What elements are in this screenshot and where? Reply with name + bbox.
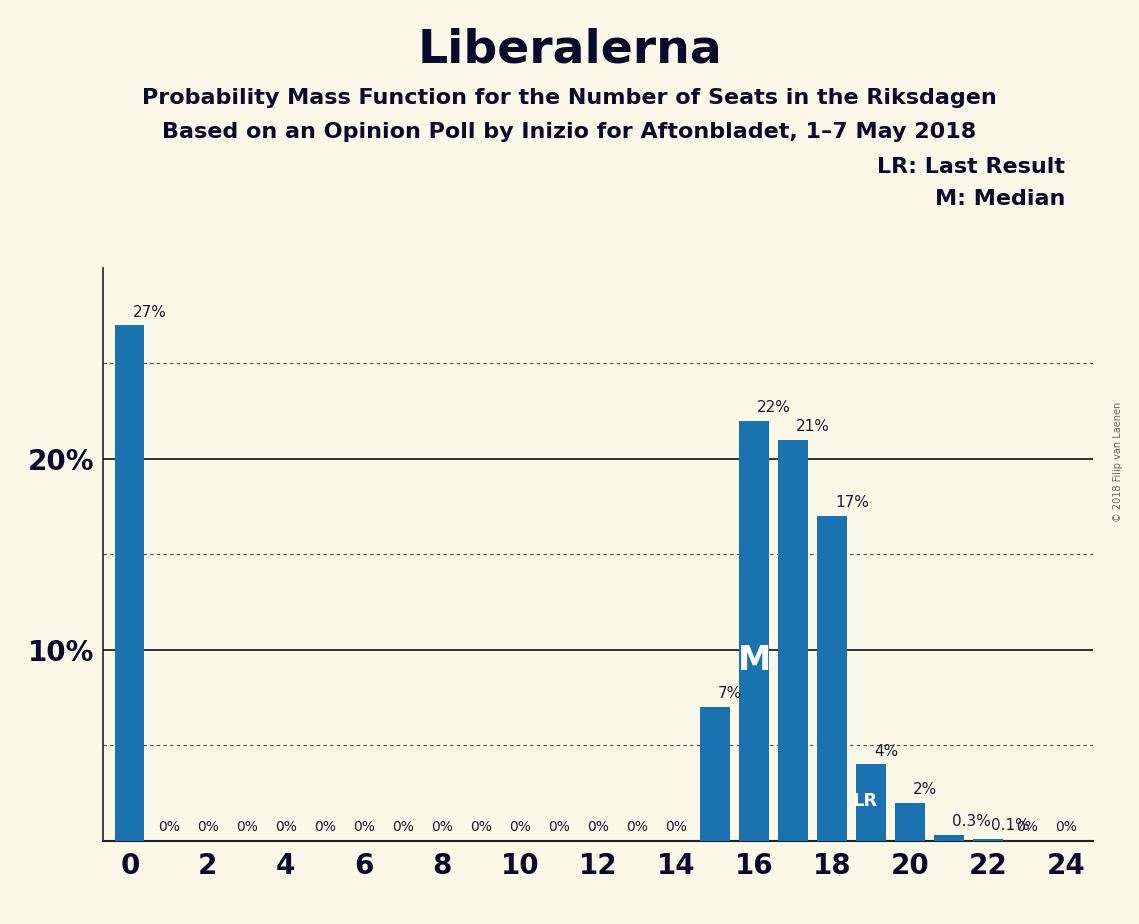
Text: 0%: 0% <box>509 821 531 834</box>
Bar <box>974 839 1002 841</box>
Text: 22%: 22% <box>757 400 790 415</box>
Text: Liberalerna: Liberalerna <box>417 28 722 73</box>
Text: Based on an Opinion Poll by Inizio for Aftonbladet, 1–7 May 2018: Based on an Opinion Poll by Inizio for A… <box>163 122 976 142</box>
Text: 27%: 27% <box>133 305 166 320</box>
Bar <box>857 764 886 841</box>
Text: 0.3%: 0.3% <box>952 814 991 830</box>
Text: 0%: 0% <box>431 821 453 834</box>
Text: 0%: 0% <box>314 821 336 834</box>
Text: 0%: 0% <box>392 821 413 834</box>
Text: M: M <box>737 644 771 676</box>
Text: 0%: 0% <box>236 821 257 834</box>
Text: 0%: 0% <box>158 821 180 834</box>
Text: LR: LR <box>853 792 878 810</box>
Text: 4%: 4% <box>875 744 899 759</box>
Text: 0%: 0% <box>1055 821 1077 834</box>
Text: 2%: 2% <box>913 782 937 796</box>
Text: 7%: 7% <box>718 687 743 701</box>
Bar <box>739 420 769 841</box>
Text: 0%: 0% <box>470 821 492 834</box>
Text: M: Median: M: Median <box>935 189 1065 210</box>
Text: © 2018 Filip van Laenen: © 2018 Filip van Laenen <box>1114 402 1123 522</box>
Text: 21%: 21% <box>796 419 830 434</box>
Bar <box>115 325 145 841</box>
Text: 0%: 0% <box>665 821 687 834</box>
Text: 0%: 0% <box>587 821 609 834</box>
Bar <box>778 440 808 841</box>
Text: 0.1%: 0.1% <box>991 818 1030 833</box>
Text: LR: Last Result: LR: Last Result <box>877 157 1065 177</box>
Bar <box>818 517 846 841</box>
Bar <box>895 803 925 841</box>
Text: 17%: 17% <box>835 495 869 510</box>
Bar <box>934 835 964 841</box>
Text: 0%: 0% <box>274 821 297 834</box>
Bar <box>700 707 730 841</box>
Text: 0%: 0% <box>626 821 648 834</box>
Text: 0%: 0% <box>353 821 375 834</box>
Text: Probability Mass Function for the Number of Seats in the Riksdagen: Probability Mass Function for the Number… <box>142 88 997 108</box>
Text: 0%: 0% <box>197 821 219 834</box>
Text: 0%: 0% <box>548 821 570 834</box>
Text: 0%: 0% <box>1016 821 1038 834</box>
